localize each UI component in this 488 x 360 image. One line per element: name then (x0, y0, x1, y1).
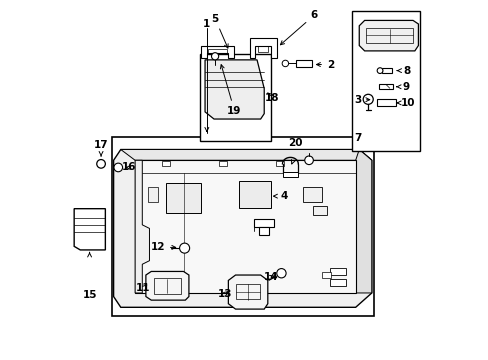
Bar (379, 85, 392, 89)
Bar (259, 227, 269, 234)
Bar (258, 46, 268, 52)
Bar (254, 219, 274, 227)
Bar (235, 284, 260, 300)
Polygon shape (135, 160, 149, 293)
Bar (322, 272, 331, 278)
Text: 13: 13 (217, 289, 231, 299)
Bar (351, 12, 419, 151)
Bar (276, 161, 284, 166)
Text: 12: 12 (150, 242, 175, 252)
Polygon shape (74, 209, 105, 250)
Polygon shape (355, 149, 371, 293)
Circle shape (304, 156, 313, 165)
Circle shape (211, 53, 218, 60)
Text: 6: 6 (280, 10, 317, 45)
Circle shape (276, 269, 285, 278)
Bar (366, 28, 412, 42)
Text: 15: 15 (82, 291, 97, 301)
Bar (329, 279, 345, 286)
Text: 2: 2 (316, 59, 333, 69)
Bar (329, 267, 345, 275)
Text: 19: 19 (220, 65, 241, 116)
Text: 18: 18 (264, 93, 279, 103)
Text: 9: 9 (396, 82, 408, 92)
Text: 20: 20 (288, 138, 303, 148)
Circle shape (114, 163, 122, 172)
Bar (207, 49, 227, 54)
Text: 8: 8 (396, 66, 409, 76)
Bar (282, 172, 298, 177)
Bar (312, 206, 326, 215)
Bar (162, 161, 169, 166)
Bar (302, 187, 322, 202)
Polygon shape (204, 60, 264, 119)
Bar (376, 99, 396, 106)
Text: 10: 10 (396, 98, 415, 108)
Polygon shape (359, 21, 418, 51)
Text: 7: 7 (353, 133, 361, 143)
Text: 14: 14 (264, 272, 278, 282)
Circle shape (179, 243, 189, 253)
Circle shape (97, 159, 105, 168)
Polygon shape (201, 45, 233, 58)
Bar (165, 183, 201, 213)
Circle shape (363, 94, 372, 104)
Text: 16: 16 (122, 162, 136, 172)
Circle shape (282, 60, 288, 67)
Bar (219, 161, 226, 166)
Polygon shape (145, 271, 188, 300)
Polygon shape (113, 149, 371, 307)
Polygon shape (249, 39, 276, 58)
Text: 17: 17 (94, 140, 108, 150)
Polygon shape (135, 160, 355, 293)
Polygon shape (121, 149, 371, 160)
Text: 4: 4 (273, 191, 287, 201)
Circle shape (376, 68, 382, 73)
Bar (147, 187, 158, 202)
Text: 5: 5 (211, 14, 228, 48)
Bar (199, 54, 271, 140)
Polygon shape (228, 275, 267, 309)
Text: 1: 1 (203, 19, 210, 29)
Text: 3: 3 (353, 95, 369, 105)
Bar (295, 60, 311, 67)
Bar (112, 137, 373, 316)
Bar (154, 278, 181, 294)
Bar (382, 68, 391, 73)
Text: 11: 11 (136, 283, 150, 293)
Bar (239, 181, 271, 208)
